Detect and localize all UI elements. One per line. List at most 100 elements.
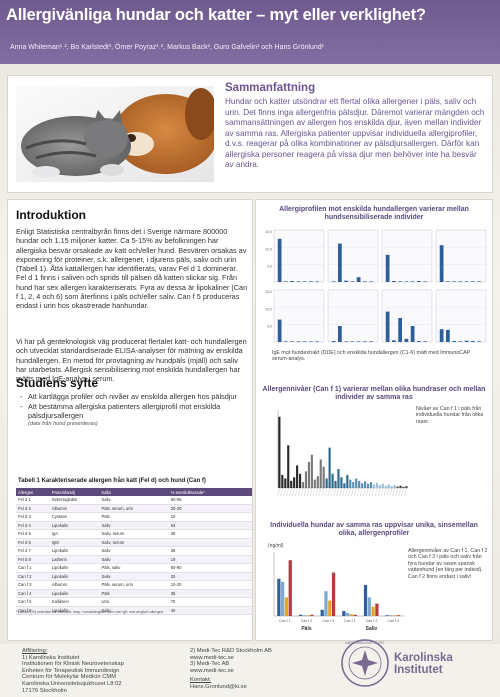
aim-item: Att bestämma allergiska patienters aller… xyxy=(20,402,246,420)
chart2-bar xyxy=(381,483,384,488)
chart1-bar xyxy=(423,281,427,282)
table-row: Fel d 4 Lipokalin Saliv 63 xyxy=(16,521,252,530)
chart1-bar xyxy=(309,281,313,282)
chart2-x-tick xyxy=(392,488,395,497)
chart1-bar xyxy=(452,341,456,342)
chart2-x-tick xyxy=(297,488,301,497)
chart1-panel-frame xyxy=(435,229,487,283)
company-block: 2) Medi-Tec R&D Stockholm AB www.medi-te… xyxy=(190,648,272,691)
chart2-x-tick xyxy=(371,488,375,497)
table-cell: Can f 1 xyxy=(16,563,50,573)
chart3-category-label: Can f 3 xyxy=(387,619,399,623)
affiliation-line: 17176 Stockholm xyxy=(22,687,67,694)
chart1-bar xyxy=(296,281,301,282)
table-cell: 10-20 xyxy=(168,580,252,590)
chart1-bar xyxy=(331,341,336,342)
chart1-panel-frame xyxy=(381,289,433,343)
table-cell: Päls xyxy=(99,589,169,598)
chart1-bar xyxy=(471,281,475,282)
chart1-bar xyxy=(458,281,463,282)
chart1-bar xyxy=(356,277,361,282)
chart1-bar xyxy=(392,340,396,342)
chart2-bar xyxy=(316,476,319,488)
right-panel: Allergiprofilen mot enskilda hundallerge… xyxy=(256,200,492,640)
karolinska-institutet-name: Karolinska Institutet xyxy=(394,652,453,676)
institute-name-line: Karolinska xyxy=(394,652,453,664)
chart1-bar xyxy=(404,338,409,342)
chart1-bar xyxy=(356,341,361,342)
table-cell: 38 xyxy=(168,546,252,556)
company-line: www.medi-tec.se xyxy=(190,667,234,674)
table-cell: Päls xyxy=(99,512,169,522)
chart1-bar xyxy=(385,254,390,282)
chart1-bar xyxy=(331,281,336,282)
table-cell xyxy=(168,538,252,547)
chart2-bar xyxy=(298,473,302,488)
poster-header: Allergivänliga hundar och katter – myt e… xyxy=(0,0,500,64)
contact-label: Kontakt: xyxy=(190,677,212,684)
chart1-bar xyxy=(363,341,367,342)
chart1-bar xyxy=(302,341,307,342)
table-caption: Tabell 1 Karakteriserade allergen från k… xyxy=(18,478,206,484)
chart1-bar xyxy=(458,341,463,342)
table-row: Fel d 6 IgM Saliv, serum xyxy=(16,538,252,547)
chart2-x-tick xyxy=(324,488,327,497)
chart2-bar xyxy=(304,471,308,488)
table-cell: Albumin xyxy=(49,580,100,590)
table-body: Fel d 1 Sekretoglobin Saliv 90-95 Fel d 2 Alb… xyxy=(16,496,252,615)
chart2-x-tick xyxy=(377,488,381,497)
table-cell: Lipokalin xyxy=(49,572,100,581)
chart2-bar xyxy=(287,445,290,488)
chart1-bar xyxy=(439,245,444,282)
chart3-bar xyxy=(310,614,314,616)
chart1-panel-frame xyxy=(435,289,487,343)
table-row: Fel d 1 Sekretoglobin Saliv 90-95 xyxy=(16,496,252,505)
chart3-bar xyxy=(288,560,292,616)
chart1-bar xyxy=(446,281,450,282)
table-cell: Urin xyxy=(99,597,169,607)
chart3-category-label: Can f 1 xyxy=(279,619,291,623)
footer: Affiliering: 1) Karolinska Institutet In… xyxy=(0,644,500,697)
table-cell: Saliv xyxy=(99,555,169,564)
chart1-bar xyxy=(363,281,367,282)
table-row: Fel d 3 Cystatin Päls 10 xyxy=(16,512,252,522)
table-row: Can f 1 Lipokalin Päls, saliv 50-90 xyxy=(16,563,252,573)
table-row: Fel d 7 Lipokalin Saliv 38 xyxy=(16,546,252,556)
chart2-bar xyxy=(372,484,375,488)
summary-panel: Sammanfattning Hundar och katter utsöndr… xyxy=(8,76,492,192)
table-header-cell: Proteinfamilj xyxy=(49,488,100,496)
chart2-bar xyxy=(384,485,387,488)
left-panel: Introduktion Enligt Statistiska centralb… xyxy=(8,200,252,640)
chart2-x-tick xyxy=(368,488,372,497)
summary-text: Hundar och katter utsöndrar ett flertal … xyxy=(225,97,485,169)
chart2-x-tick xyxy=(300,488,304,497)
table-cell: 20-30 xyxy=(168,504,252,513)
chart1-panel-frame xyxy=(327,289,379,343)
chart2-x-tick xyxy=(342,488,345,497)
table-cell: Can f 2 xyxy=(16,572,50,581)
table-cell: 70 xyxy=(168,597,252,607)
chart1-bar xyxy=(350,281,355,282)
affiliation-line: Karolinska Universitetssjukhuset L8:02 xyxy=(22,680,122,687)
table-cell: 50-90 xyxy=(168,563,252,573)
chart2-x-tick xyxy=(318,488,322,497)
chart3-category-label: Can f 1 xyxy=(344,619,356,623)
chart3-bar xyxy=(349,614,354,616)
table-cell: Can f 5 xyxy=(16,597,50,607)
chart1-bar xyxy=(477,281,481,282)
chart2-x-tick xyxy=(386,488,389,497)
chart2-x-tick xyxy=(339,488,342,497)
chart3-group-label: Saliv xyxy=(366,626,378,632)
summary-title: Sammanfattning xyxy=(225,82,316,94)
chart2-x-tick xyxy=(362,488,366,497)
chart2-x-tick xyxy=(401,488,404,497)
company-line: 3) Medi-Tec AB xyxy=(190,661,230,668)
chart1-bar xyxy=(338,243,342,282)
chart1-bar xyxy=(284,281,288,282)
chart2-x-tick xyxy=(374,488,378,497)
chart2-x-tick xyxy=(330,488,333,497)
chart2-x-tick xyxy=(389,488,392,497)
chart1-bar xyxy=(302,281,307,282)
chart1-bar xyxy=(439,329,444,342)
table-cell: Päls, saliv xyxy=(99,563,169,573)
